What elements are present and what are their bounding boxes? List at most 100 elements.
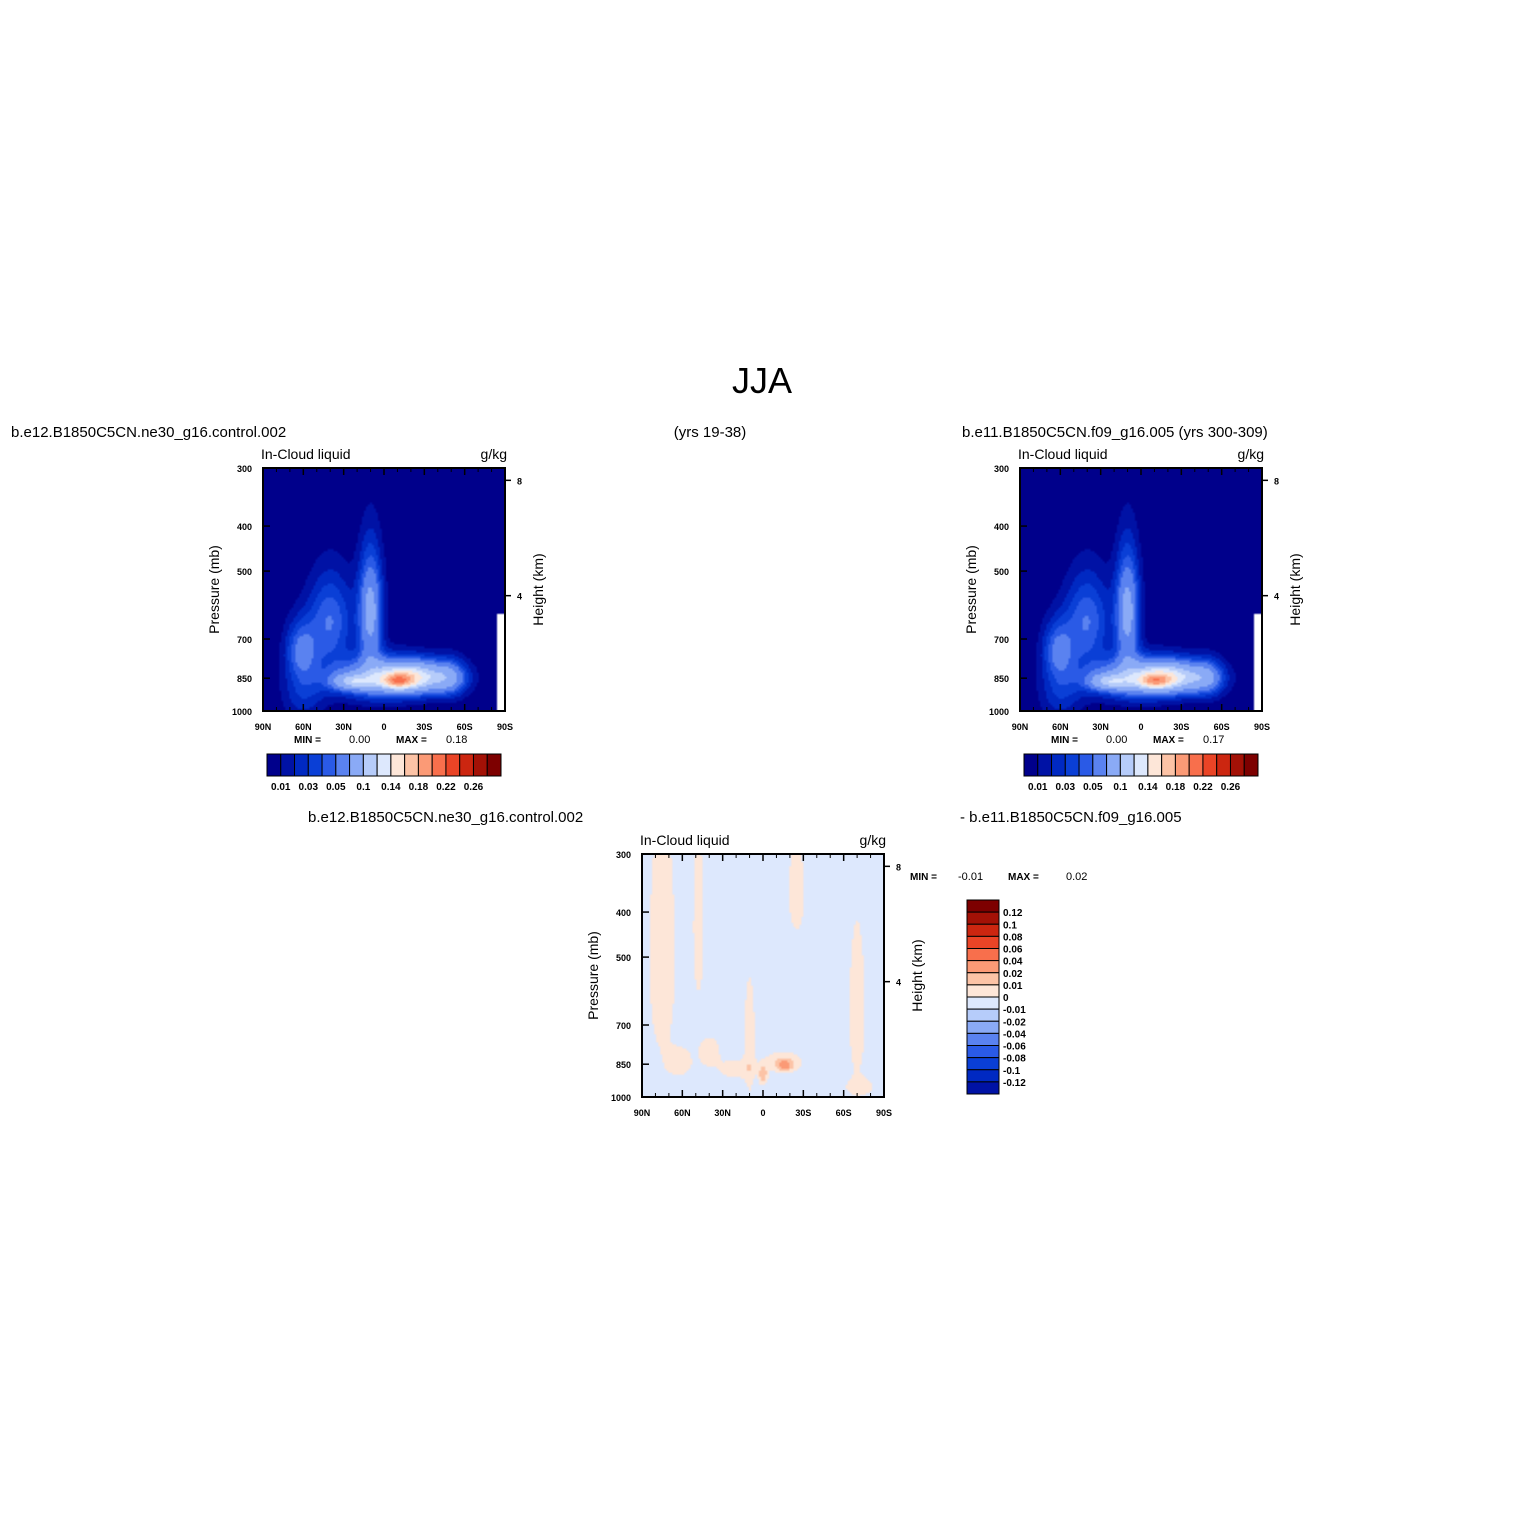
colorbar-swatch xyxy=(1106,753,1121,777)
y-tick-label: 850 xyxy=(616,1060,631,1070)
colorbar-swatch xyxy=(1119,753,1135,777)
y2-axis-title: Height (km) xyxy=(909,939,925,1011)
colorbar-swatch xyxy=(966,1057,1000,1071)
min-label: MIN = xyxy=(294,735,321,746)
x-tick-label: 90S xyxy=(1254,722,1270,732)
x-tick-label: 60N xyxy=(674,1108,691,1118)
colorbar-label: 0.08 xyxy=(1003,932,1023,943)
colorbar-label: 0.1 xyxy=(356,782,370,793)
colorbar-swatch xyxy=(390,753,406,777)
y-axis-title: Pressure (mb) xyxy=(963,545,979,634)
colorbar-swatch xyxy=(431,753,447,777)
variable-label: In-Cloud liquid xyxy=(640,832,730,848)
y2-axis-title: Height (km) xyxy=(530,553,546,625)
colorbar-label: 0.01 xyxy=(1028,782,1048,793)
y2-tick-label: 4 xyxy=(1274,592,1279,602)
colorbar-swatch xyxy=(362,753,378,777)
colorbar-swatch xyxy=(1078,753,1094,777)
x-tick-label: 30N xyxy=(714,1108,731,1118)
units-label: g/kg xyxy=(860,832,886,848)
y-tick-label: 400 xyxy=(616,908,631,918)
chart-panel-panel_a: In-Cloud liquid g/kg 90N 60N 30N 0 30S 60S 90S 30… xyxy=(206,446,546,793)
y-tick-label: 500 xyxy=(994,567,1009,577)
y-tick-label: 500 xyxy=(237,567,252,577)
colorbar-swatch xyxy=(321,753,337,777)
colorbar-label: 0.14 xyxy=(381,782,401,793)
colorbar-label: 0.05 xyxy=(326,782,346,793)
colorbar-swatch xyxy=(1037,753,1053,777)
y2-tick-label: 4 xyxy=(896,978,901,988)
x-tick-label: 0 xyxy=(381,722,386,732)
x-tick-label: 90S xyxy=(876,1108,892,1118)
colorbar-swatch xyxy=(1174,753,1190,777)
x-tick-label: 30S xyxy=(795,1108,811,1118)
colorbar-label: 0 xyxy=(1003,993,1009,1004)
max-value: 0.18 xyxy=(446,734,467,746)
colorbar-swatch xyxy=(966,1008,1000,1022)
colorbar-swatch xyxy=(966,1020,1000,1034)
colorbar-swatch xyxy=(966,911,1000,925)
y-tick-label: 1000 xyxy=(611,1093,631,1103)
x-tick-label: 30S xyxy=(1173,722,1189,732)
colorbar-swatch xyxy=(966,984,1000,998)
y-tick-label: 400 xyxy=(237,522,252,532)
colorbar-swatch xyxy=(1023,753,1039,777)
chart-panel-panel_b: In-Cloud liquid g/kg 90N 60N 30N 0 30S 60S 90S 30… xyxy=(963,446,1303,793)
min-label: MIN = xyxy=(1051,735,1078,746)
colorbar-swatch xyxy=(404,753,419,777)
y-tick-label: 300 xyxy=(237,464,252,474)
min-value: 0.00 xyxy=(349,734,370,746)
y-tick-label: 400 xyxy=(994,522,1009,532)
contour-field xyxy=(263,468,505,711)
colorbar-swatch xyxy=(1051,753,1066,777)
colorbar-label: -0.1 xyxy=(1003,1066,1021,1077)
x-tick-label: 90N xyxy=(255,722,272,732)
figure-title: JJA xyxy=(732,360,792,401)
colorbar-label: -0.04 xyxy=(1003,1029,1026,1040)
y-tick-label: 700 xyxy=(616,1021,631,1031)
y-axis-title: Pressure (mb) xyxy=(585,931,601,1020)
colorbar-swatch xyxy=(1147,753,1163,777)
colorbar-swatch xyxy=(417,753,433,777)
colorbar-swatch xyxy=(459,753,474,777)
colorbar-label: 0.01 xyxy=(1003,981,1023,992)
colorbar-label: 0.02 xyxy=(1003,969,1023,980)
colorbar-swatch xyxy=(966,948,1000,962)
colorbar-label: 0.12 xyxy=(1003,908,1023,919)
colorbar-swatch xyxy=(472,753,488,777)
colorbar-swatch xyxy=(966,1069,1000,1083)
caption-top-left: b.e12.B1850C5CN.ne30_g16.control.002 xyxy=(11,424,286,441)
x-tick-label: 90S xyxy=(497,722,513,732)
y-tick-label: 1000 xyxy=(232,707,252,717)
min-value: 0.00 xyxy=(1106,734,1127,746)
y2-tick-label: 8 xyxy=(896,862,901,872)
colorbar-label: 0.03 xyxy=(1056,782,1076,793)
colorbar-label: -0.12 xyxy=(1003,1078,1026,1089)
variable-label: In-Cloud liquid xyxy=(261,446,351,462)
colorbar-swatch xyxy=(966,1032,1000,1046)
colorbar-label: 0.26 xyxy=(464,782,484,793)
colorbar-swatch xyxy=(966,996,1000,1010)
colorbar-swatch xyxy=(486,753,502,777)
max-label: MAX = xyxy=(396,735,427,746)
colorbar-swatch xyxy=(966,899,1000,913)
y-tick-label: 1000 xyxy=(989,707,1009,717)
colorbar-swatch xyxy=(966,1045,1000,1059)
colorbar-swatch xyxy=(307,753,323,777)
contour-field xyxy=(1020,468,1262,711)
colorbar-label: 0.1 xyxy=(1113,782,1127,793)
y-tick-label: 700 xyxy=(237,635,252,645)
y-tick-label: 300 xyxy=(994,464,1009,474)
colorbar-swatch xyxy=(335,753,351,777)
colorbar-label: -0.01 xyxy=(1003,1005,1026,1016)
x-tick-label: 30N xyxy=(335,722,352,732)
y-tick-label: 300 xyxy=(616,850,631,860)
y2-tick-label: 8 xyxy=(517,476,522,486)
colorbar-swatch xyxy=(1202,753,1218,777)
colorbar-swatch xyxy=(966,935,1000,949)
colorbar-label: -0.06 xyxy=(1003,1042,1026,1053)
units-label: g/kg xyxy=(481,446,507,462)
colorbar-swatch xyxy=(1229,753,1245,777)
colorbar-label: -0.02 xyxy=(1003,1017,1026,1028)
